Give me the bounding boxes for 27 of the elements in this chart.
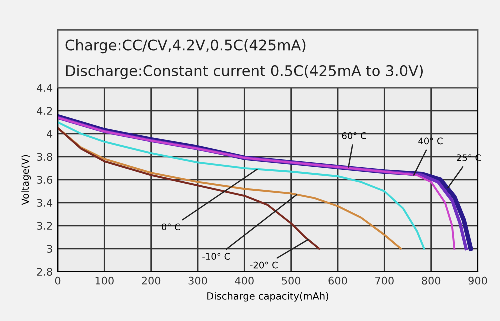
x-tick-label: 100 [96, 276, 114, 285]
x-tick-label: 700 [376, 276, 394, 285]
x-tick-label: 300 [188, 276, 208, 285]
y-tick-label: 4.2 [37, 107, 52, 115]
y-axis-title: Voltage(V) [22, 155, 32, 206]
x-tick-label: 200 [142, 276, 161, 285]
y-tick-label: 3.2 [37, 222, 52, 230]
y-tick-label: 3.4 [37, 199, 53, 208]
y-tick-label: 3 [47, 245, 52, 253]
annotation: -10° C [202, 253, 230, 260]
x-tick-label: 800 [422, 276, 441, 285]
annotation: -20° C [250, 262, 278, 269]
x-tick-label: 900 [468, 276, 488, 285]
y-tick-label: 3.6 [37, 176, 52, 184]
y-tick-label: 3.8 [37, 153, 52, 162]
annotation: 60° C [342, 132, 366, 140]
x-tick-label: 0 [55, 276, 61, 285]
x-axis-title: Discharge capacity(mAh) [208, 292, 329, 302]
x-tick-label: 500 [282, 276, 301, 285]
chart-subtitle: Discharge:Constant current 0.5C(425mA to 3.0V) [66, 65, 423, 80]
chart-title: Charge:CC/CV,4.2V,0.5C(425mA) [66, 39, 306, 54]
x-tick-label: 600 [328, 276, 348, 285]
line-series [58, 127, 320, 250]
y-tick-label: 4.4 [37, 84, 53, 92]
y-tick-label: 2.8 [37, 268, 52, 276]
y-tick-label: 4 [47, 130, 53, 138]
x-tick-label: 400 [235, 276, 254, 285]
